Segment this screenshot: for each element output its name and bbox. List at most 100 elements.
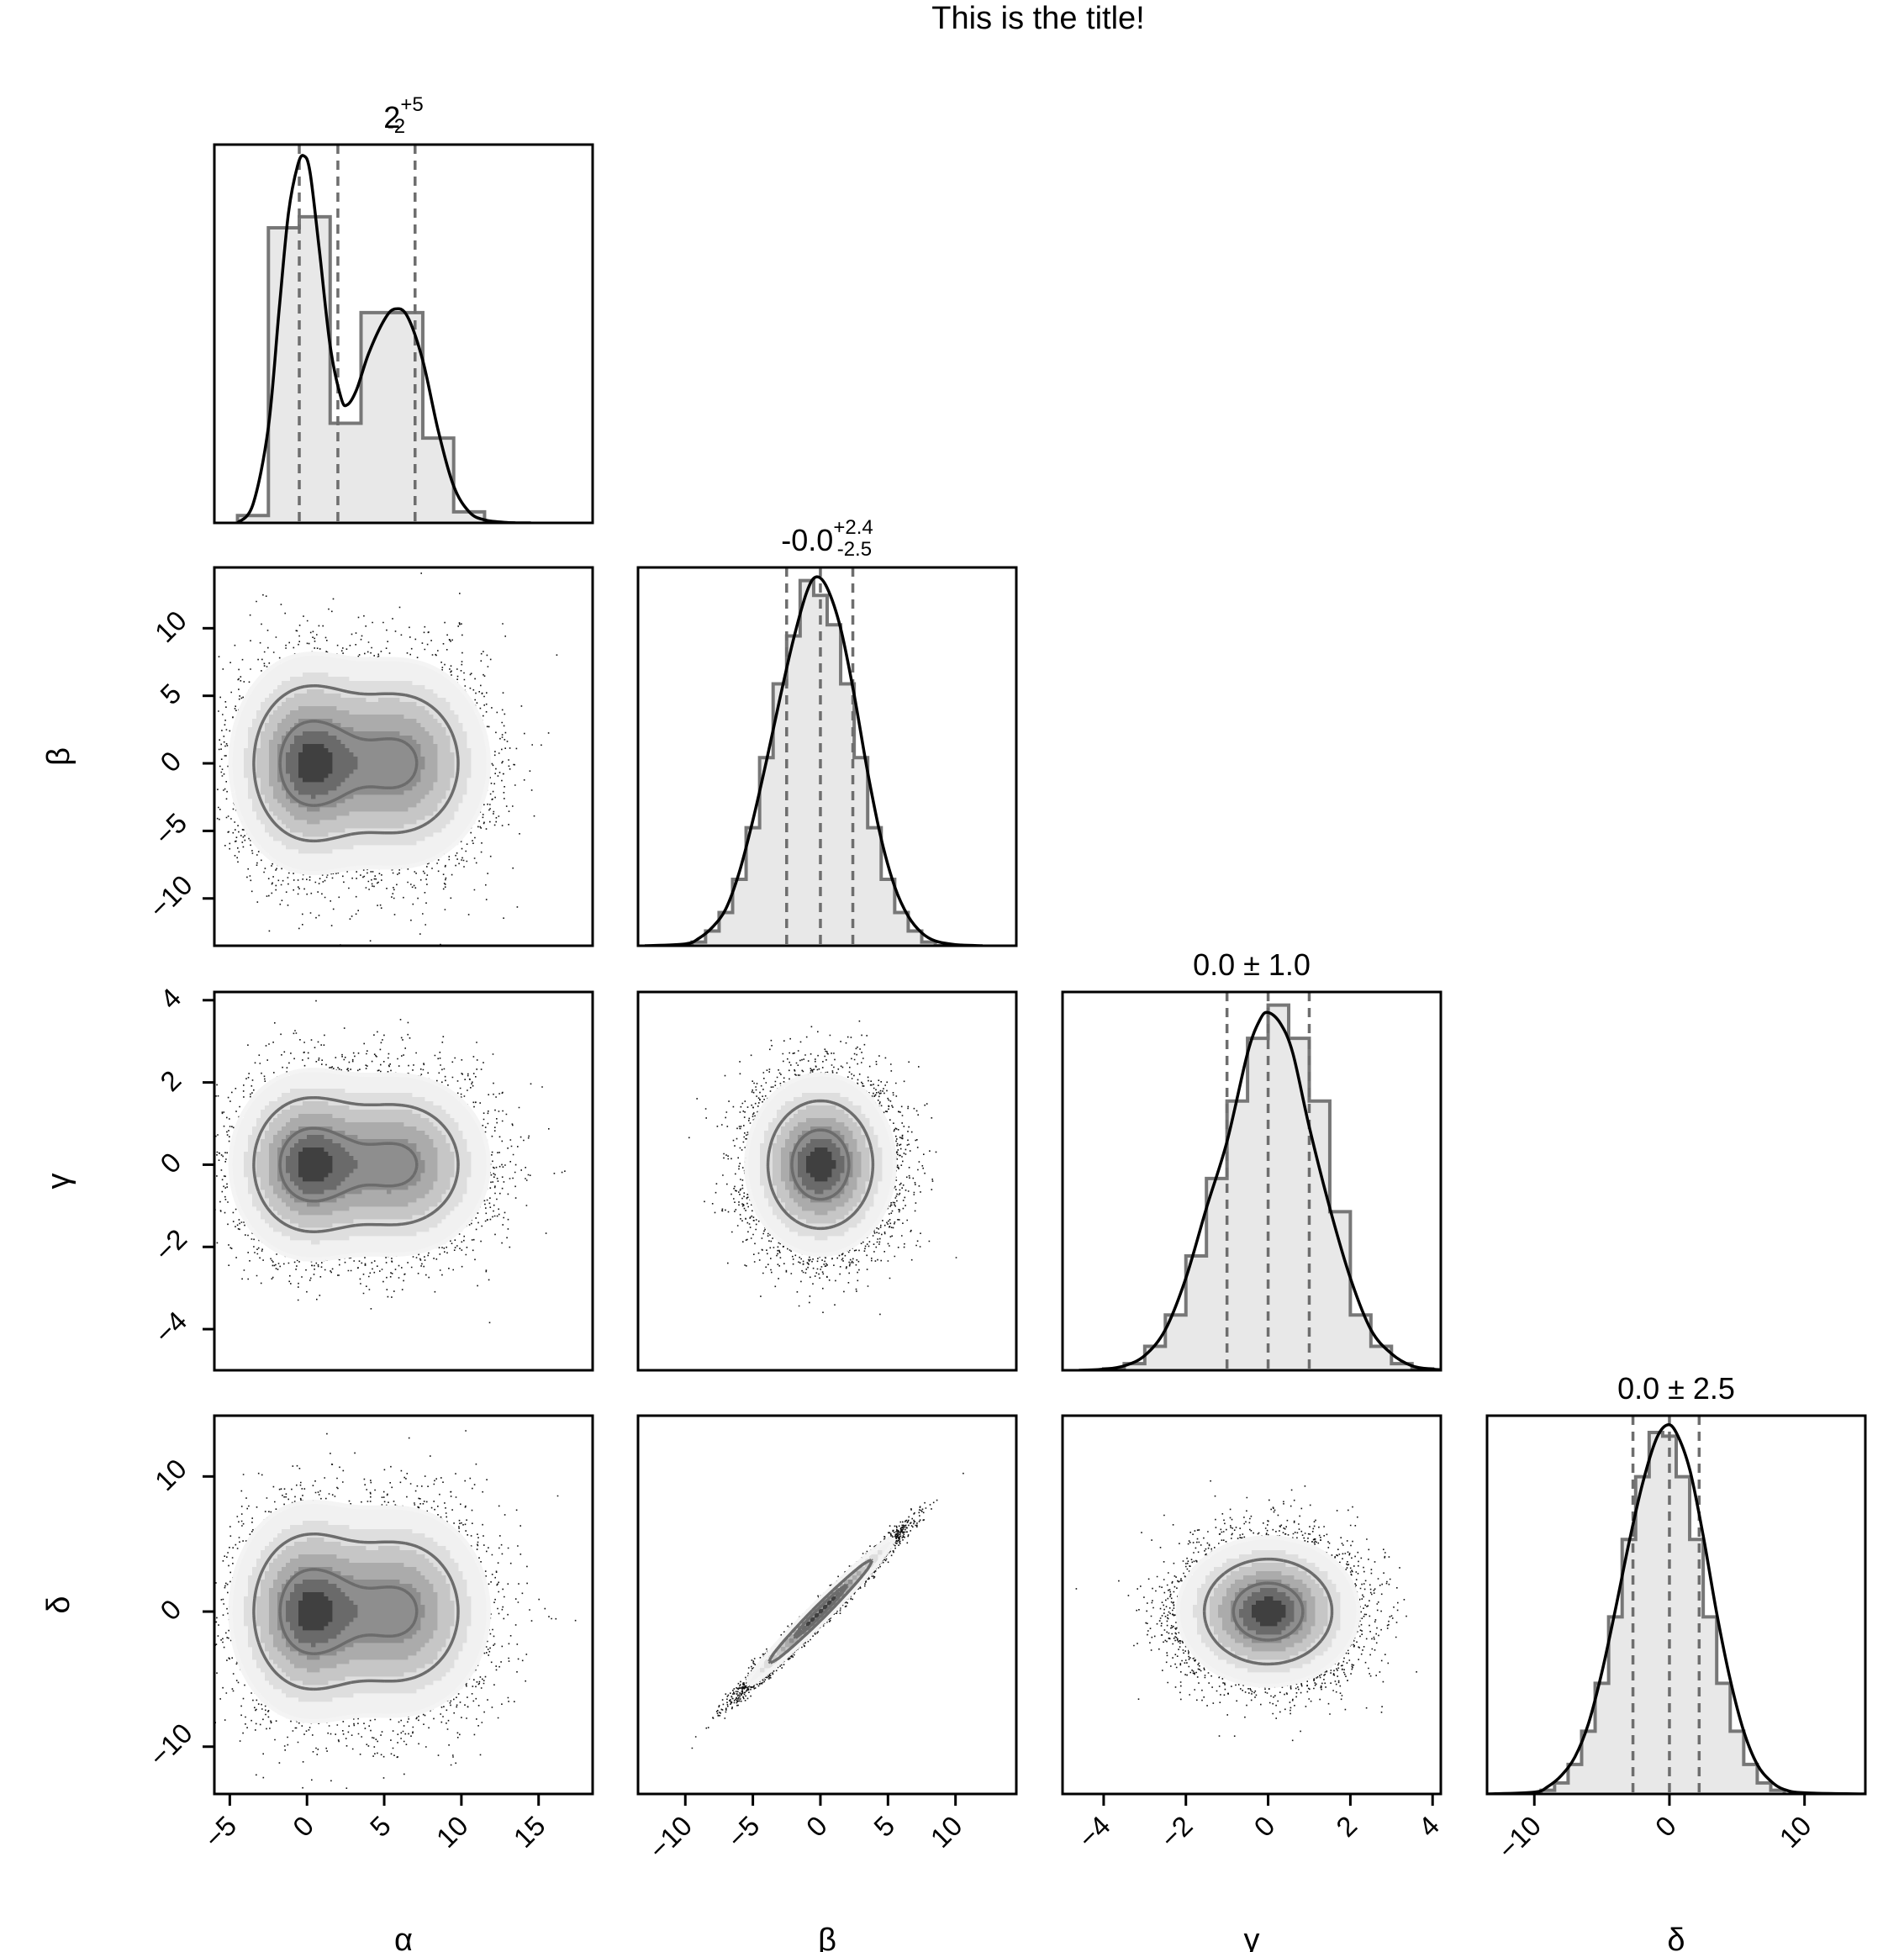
pair-panel-γ-δ xyxy=(1061,1414,1443,1796)
x-axis-label-β: β xyxy=(818,1923,836,1952)
x-tick-label-α: 15 xyxy=(508,1810,551,1854)
density-band-5 xyxy=(1239,1588,1295,1635)
density-band-6 xyxy=(1252,1596,1286,1627)
y-tick-label-β: −5 xyxy=(148,807,193,852)
density-band-5 xyxy=(798,1139,845,1195)
density-band-5 xyxy=(798,1588,845,1635)
panel-frame-γ xyxy=(1061,990,1443,1372)
contour-1 xyxy=(252,1532,460,1691)
panel-frame-β-γ xyxy=(636,990,1018,1372)
contour-0 xyxy=(228,652,491,876)
contour-0 xyxy=(745,1536,896,1687)
kde-curve-α xyxy=(236,154,531,523)
contour-1 xyxy=(252,683,460,843)
x-axis-label-δ: δ xyxy=(1667,1923,1685,1952)
x-axis-label-α: α xyxy=(394,1923,413,1952)
y-tick-label-β: −10 xyxy=(143,869,198,925)
x-tick-label-δ: −10 xyxy=(1491,1810,1547,1865)
kde-curve-β xyxy=(644,575,983,946)
panels: 2+5 -2-0.0+2.4 -2.50.0 ± 1.00.0 ± 2.5−5 0 5 1… xyxy=(41,93,1867,1952)
contour-2 xyxy=(790,1128,851,1201)
y-tick-label-γ: −2 xyxy=(148,1223,193,1268)
y-tick-label-δ: −10 xyxy=(143,1717,198,1773)
y-tick-label-β: 5 xyxy=(154,678,187,710)
contour-2 xyxy=(278,1568,419,1656)
panel-frame-δ xyxy=(1485,1414,1867,1796)
histogram-steps-β xyxy=(690,578,949,946)
x-tick-label-δ: 10 xyxy=(1774,1810,1817,1854)
diag-panel-γ: 0.0 ± 1.0 xyxy=(1061,947,1443,1372)
x-tick-label-γ: 0 xyxy=(1247,1810,1280,1843)
density-band-4 xyxy=(789,1126,853,1203)
contour-1 xyxy=(766,1099,875,1231)
panel-frame-γ-δ xyxy=(1061,1414,1443,1796)
panel-frame-α xyxy=(213,143,594,525)
x-tick-label-α: 0 xyxy=(287,1810,319,1843)
density-band-6 xyxy=(298,744,333,783)
histogram-steps-α xyxy=(235,214,516,523)
contour-1 xyxy=(1202,1557,1334,1666)
contour-2 xyxy=(278,720,419,808)
contour-2 xyxy=(278,1126,419,1203)
histogram-fill-α xyxy=(237,216,516,523)
summary-title-β: -0.0+2.4 -2.5 xyxy=(781,516,873,561)
density-band-6 xyxy=(298,1147,333,1182)
contour-2 xyxy=(793,1583,849,1639)
y-tick-label-δ: 10 xyxy=(149,1453,193,1496)
y-tick-label-γ: 0 xyxy=(154,1147,187,1179)
density-band-4 xyxy=(1231,1580,1307,1643)
panel-frame-α-γ xyxy=(213,990,594,1372)
x-tick-label-β: 0 xyxy=(800,1810,833,1843)
density-band-6 xyxy=(298,1592,333,1631)
y-tick-label-γ: 4 xyxy=(154,982,187,1015)
x-tick-label-α: 10 xyxy=(430,1810,474,1854)
x-tick-label-α: −5 xyxy=(198,1810,243,1854)
y-tick-label-γ: −4 xyxy=(148,1306,193,1350)
contour-0 xyxy=(228,1068,491,1262)
x-tick-label-α: 5 xyxy=(364,1810,397,1843)
diag-panel-δ: 0.0 ± 2.5 xyxy=(1485,1371,1867,1796)
contour-0 xyxy=(744,1072,897,1258)
x-tick-label-β: 5 xyxy=(868,1810,900,1843)
histogram-steps-δ xyxy=(1539,1431,1786,1794)
density-band-5 xyxy=(286,1135,358,1195)
y-axis-label-δ: δ xyxy=(41,1596,76,1613)
pair-panel-α-γ xyxy=(213,990,594,1372)
scatter-points xyxy=(691,1472,964,1749)
x-tick-label-β: −10 xyxy=(642,1810,698,1865)
y-tick-label-β: 10 xyxy=(149,604,193,648)
x-tick-label-δ: 0 xyxy=(1649,1810,1682,1843)
x-tick-label-γ: −4 xyxy=(1072,1810,1116,1854)
summary-title-γ: 0.0 ± 1.0 xyxy=(1193,947,1311,982)
contour-2 xyxy=(1232,1581,1305,1642)
x-tick-label-β: −5 xyxy=(721,1810,766,1854)
panel-frame-β xyxy=(636,566,1018,947)
contour-0 xyxy=(1175,1535,1361,1688)
pair-panel-α-β xyxy=(213,566,594,947)
density-band-6 xyxy=(806,1596,836,1627)
y-axis-label-β: β xyxy=(41,747,76,766)
y-tick-label-γ: 2 xyxy=(154,1064,187,1097)
diag-panel-α: 2+5 -2 xyxy=(213,93,594,525)
pair-panel-β-δ xyxy=(636,1414,1018,1796)
panel-frame-β-δ xyxy=(636,1414,1018,1796)
summary-title-δ: 0.0 ± 2.5 xyxy=(1617,1371,1735,1406)
contour-0 xyxy=(228,1500,491,1724)
histogram-fill-δ xyxy=(1541,1432,1785,1794)
kde-curve-γ xyxy=(1079,1010,1441,1370)
y-tick-label-δ: 0 xyxy=(154,1593,187,1626)
panel-frame-α-β xyxy=(213,566,594,947)
panel-frame-α-δ xyxy=(213,1414,594,1796)
density-band-3 xyxy=(781,1571,862,1652)
summary-title-α: 2+5 -2 xyxy=(383,93,423,138)
y-axis-label-γ: γ xyxy=(41,1174,76,1190)
pair-panel-α-δ xyxy=(213,1414,594,1796)
y-tick-label-β: 0 xyxy=(154,745,187,778)
x-tick-label-γ: 2 xyxy=(1330,1810,1363,1843)
kde-curve-δ xyxy=(1487,1423,1865,1794)
contour-1 xyxy=(767,1558,874,1664)
x-tick-label-γ: 4 xyxy=(1412,1810,1445,1843)
x-tick-label-γ: −2 xyxy=(1154,1810,1199,1854)
contour-1 xyxy=(252,1095,460,1233)
